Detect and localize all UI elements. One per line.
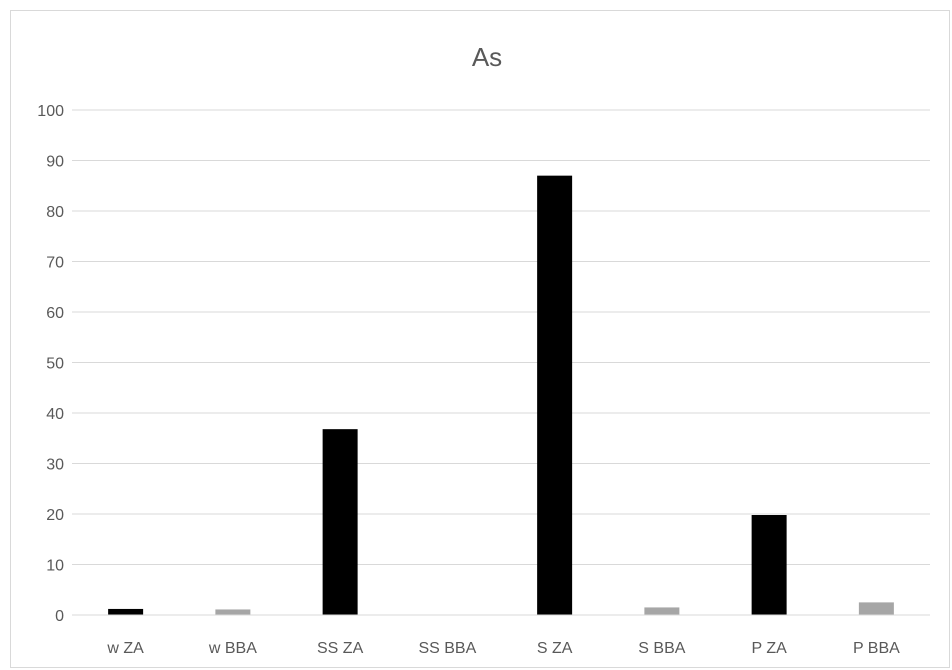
x-category-label: P BBA xyxy=(853,640,900,657)
chart-frame xyxy=(10,10,950,668)
y-tick-label: 70 xyxy=(46,255,64,272)
bar-w-bba xyxy=(215,609,251,615)
x-category-label: P ZA xyxy=(751,640,787,657)
y-tick-label: 20 xyxy=(46,507,64,524)
y-tick-label: 30 xyxy=(46,457,64,474)
x-category-label: w ZA xyxy=(106,640,144,657)
bar-w-za xyxy=(108,608,144,615)
y-axis-tick-labels: 0 10 20 30 40 50 60 70 80 90 100 xyxy=(37,103,64,625)
gridlines xyxy=(72,109,930,565)
bar-p-za xyxy=(751,515,787,615)
y-tick-label: 80 xyxy=(46,204,64,221)
bar-p-bba xyxy=(858,602,894,615)
y-tick-label: 100 xyxy=(37,103,64,120)
x-axis-category-labels: w ZA w BBA SS ZA SS BBA S ZA S BBA P ZA P BBA xyxy=(106,640,900,657)
y-tick-label: 50 xyxy=(46,356,64,373)
bars xyxy=(108,175,894,615)
y-tick-label: 40 xyxy=(46,406,64,423)
x-category-label: SS ZA xyxy=(317,640,364,657)
y-tick-label: 10 xyxy=(46,558,64,575)
chart-title: As xyxy=(472,42,502,72)
bar-s-za xyxy=(537,175,573,615)
x-category-label: w BBA xyxy=(208,640,257,657)
bar-ss-za xyxy=(322,429,358,615)
x-category-label: S ZA xyxy=(537,640,573,657)
x-category-label: SS BBA xyxy=(418,640,476,657)
bar-s-bba xyxy=(644,607,680,615)
y-tick-label: 60 xyxy=(46,305,64,322)
y-tick-label: 0 xyxy=(55,608,64,625)
x-category-label: S BBA xyxy=(638,640,685,657)
y-tick-label: 90 xyxy=(46,154,64,171)
